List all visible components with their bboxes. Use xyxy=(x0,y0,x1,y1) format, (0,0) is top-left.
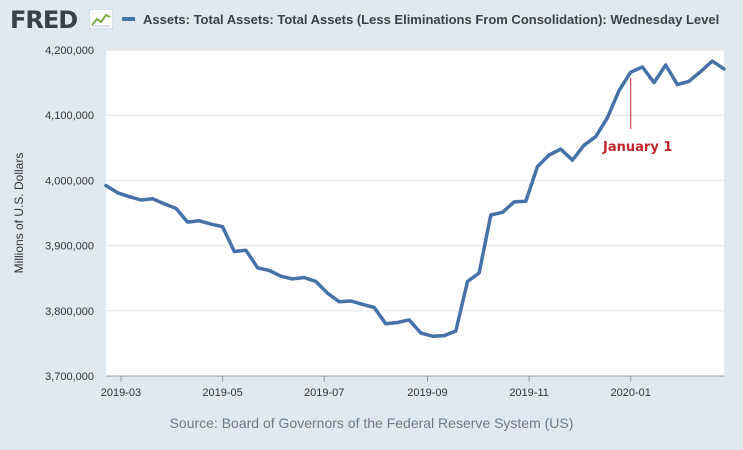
source-note: Source: Board of Governors of the Federa… xyxy=(169,415,574,431)
chart-header: FRED Assets: Total Assets: Total Assets … xyxy=(0,0,743,40)
y-tick-label: 4,200,000 xyxy=(45,45,94,57)
y-tick-label: 3,800,000 xyxy=(45,306,94,318)
x-tick-label: 2020-01 xyxy=(611,387,651,399)
y-tick-label: 4,100,000 xyxy=(45,110,94,122)
y-tick-label: 4,000,000 xyxy=(45,175,94,187)
grid-lines xyxy=(106,49,724,312)
series-line[interactable] xyxy=(104,59,726,338)
x-axis-ticks: 2019-03 2019-05 2019-07 2019-09 2019-11 2020-… xyxy=(101,376,651,399)
y-tick-label: 3,900,000 xyxy=(45,241,94,253)
y-axis-ticks: 3,700,000 3,800,000 3,900,000 4,000,000 4,10… xyxy=(45,45,94,383)
annotation-group: January 1 xyxy=(602,78,672,155)
plot-area xyxy=(106,50,724,376)
series-group xyxy=(104,59,726,338)
fred-logo[interactable]: FRED xyxy=(10,6,78,34)
annotation-label: January 1 xyxy=(602,140,672,155)
x-tick-label: 2019-11 xyxy=(509,387,549,399)
x-tick-label: 2019-03 xyxy=(101,387,141,399)
legend-series-name: Assets: Total Assets: Total Assets (Less… xyxy=(143,11,720,27)
x-tick-label: 2019-09 xyxy=(407,387,447,399)
chart-legend[interactable]: Assets: Total Assets: Total Assets (Less… xyxy=(122,10,719,28)
x-tick-label: 2019-05 xyxy=(202,387,242,399)
x-tick-label: 2019-07 xyxy=(304,387,344,399)
chart-line-icon xyxy=(89,9,113,29)
y-tick-label: 3,700,000 xyxy=(45,371,94,383)
y-axis-label: Millions of U.S. Dollars xyxy=(12,153,26,274)
legend-swatch xyxy=(122,17,135,21)
